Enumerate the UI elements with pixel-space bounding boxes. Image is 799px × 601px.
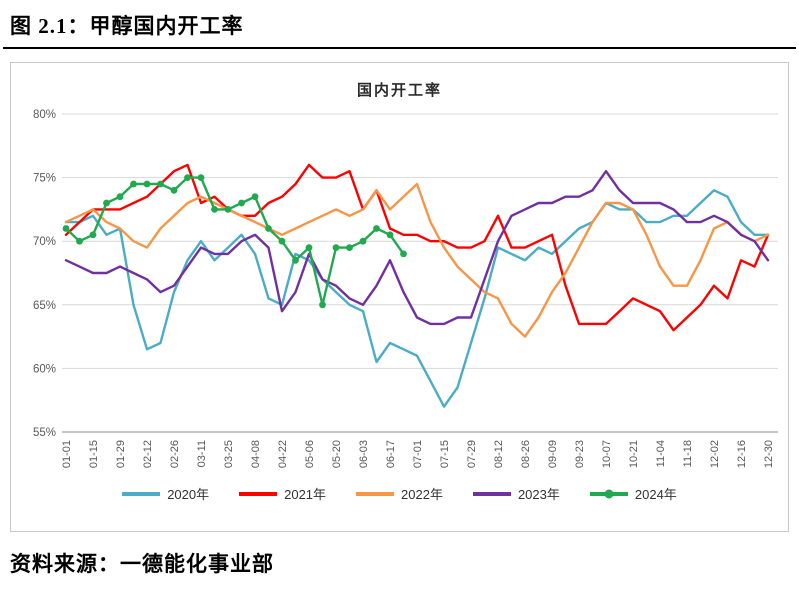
x-tick-label: 12-30 bbox=[763, 440, 775, 468]
x-tick-label: 02-26 bbox=[169, 440, 181, 468]
series-line-2 bbox=[64, 182, 769, 338]
series-marker-4 bbox=[332, 244, 339, 252]
series-marker-4 bbox=[210, 206, 218, 213]
series-line-3 bbox=[64, 169, 769, 326]
x-tick-label: 09-23 bbox=[574, 440, 586, 468]
legend-swatch-0 bbox=[122, 491, 161, 496]
legend-swatch-4 bbox=[589, 489, 628, 498]
series-marker-4 bbox=[264, 225, 272, 232]
x-tick-label: 01-15 bbox=[88, 440, 100, 468]
series-marker-4 bbox=[75, 237, 83, 245]
series-marker-4 bbox=[305, 244, 312, 252]
legend-label-0: 2020年 bbox=[167, 487, 210, 502]
x-tick-label: 04-08 bbox=[250, 440, 262, 468]
source-note: 资料来源：一德能化事业部 bbox=[10, 552, 274, 576]
series-line-0 bbox=[64, 189, 769, 408]
legend-item-4: 2024年 bbox=[589, 484, 677, 503]
title-divider bbox=[3, 47, 796, 49]
x-tick-label: 07-15 bbox=[439, 440, 451, 468]
series-marker-4 bbox=[359, 237, 366, 245]
figure-title: 图 2.1：甲醇国内开工率 bbox=[10, 14, 244, 38]
series-marker-4 bbox=[345, 244, 353, 252]
legend-label-1: 2021年 bbox=[284, 487, 327, 502]
legend-item-2: 2022年 bbox=[356, 484, 443, 503]
x-tick-label: 10-21 bbox=[628, 440, 640, 468]
legend-swatch-3 bbox=[472, 491, 511, 496]
legend-swatch-2 bbox=[356, 491, 395, 496]
x-tick-label: 03-25 bbox=[223, 440, 235, 468]
legend-item-0: 2020年 bbox=[122, 484, 209, 503]
series-marker-4 bbox=[291, 256, 299, 264]
x-tick-label: 10-07 bbox=[601, 440, 613, 468]
legend-label-4: 2024年 bbox=[634, 487, 677, 502]
series-marker-4 bbox=[89, 231, 96, 239]
series-marker-4 bbox=[143, 180, 150, 188]
x-tick-label: 01-01 bbox=[61, 440, 73, 468]
chart-title: 国内开工率 bbox=[356, 82, 442, 99]
legend-marker-dot bbox=[604, 489, 614, 498]
legend-label-2: 2022年 bbox=[401, 487, 443, 502]
legend-swatch-1 bbox=[239, 491, 278, 496]
series-marker-4 bbox=[197, 174, 204, 181]
series-marker-4 bbox=[170, 186, 177, 194]
x-tick-label: 07-29 bbox=[466, 440, 478, 468]
series-marker-4 bbox=[116, 193, 123, 201]
x-tick-label: 07-01 bbox=[412, 440, 424, 468]
series-marker-4 bbox=[156, 180, 164, 188]
x-tick-label: 12-16 bbox=[736, 440, 748, 468]
y-tick-label: 55% bbox=[32, 427, 55, 439]
series-marker-4 bbox=[372, 225, 380, 232]
series-marker-4 bbox=[129, 180, 137, 188]
x-tick-label: 06-03 bbox=[358, 440, 370, 468]
series-line-1 bbox=[64, 163, 769, 332]
series-marker-4 bbox=[251, 193, 258, 201]
x-tick-label: 05-20 bbox=[331, 440, 343, 468]
x-tick-label: 12-02 bbox=[709, 440, 721, 468]
x-tick-label: 04-22 bbox=[277, 440, 289, 468]
x-tick-label: 11-04 bbox=[655, 440, 667, 467]
x-tick-label: 06-17 bbox=[385, 440, 397, 468]
x-tick-label: 08-26 bbox=[520, 440, 532, 468]
series-marker-4 bbox=[62, 225, 69, 232]
x-tick-label: 11-18 bbox=[682, 440, 694, 467]
x-tick-label: 03-11 bbox=[196, 440, 208, 467]
y-tick-label: 65% bbox=[32, 300, 55, 312]
y-tick-label: 80% bbox=[32, 109, 55, 121]
series-marker-4 bbox=[224, 206, 231, 213]
x-tick-label: 09-09 bbox=[547, 440, 559, 468]
y-tick-label: 75% bbox=[32, 173, 55, 185]
x-tick-label: 05-06 bbox=[304, 440, 316, 468]
series-marker-4 bbox=[183, 174, 191, 181]
x-tick-label: 08-12 bbox=[493, 440, 505, 468]
x-tick-label: 01-29 bbox=[115, 440, 127, 468]
y-tick-label: 70% bbox=[32, 236, 55, 248]
x-tick-label: 02-12 bbox=[142, 440, 154, 468]
chart-legend: 2020年 2021年 2022年 2023年 2024年 bbox=[11, 484, 788, 503]
legend-item-3: 2023年 bbox=[472, 484, 560, 503]
series-marker-4 bbox=[399, 250, 407, 258]
series-marker-4 bbox=[237, 199, 245, 207]
y-tick-label: 60% bbox=[32, 363, 55, 375]
chart-panel: 国内开工率 55% 60% 65% 70% 75% 80% 01-01 01-15 01-29 0… bbox=[10, 62, 789, 532]
legend-label-3: 2023年 bbox=[517, 487, 560, 502]
line-chart: 55% 60% 65% 70% 75% 80% 01-01 01-15 01-29 02-12 02… bbox=[32, 109, 778, 468]
series-marker-4 bbox=[318, 301, 326, 309]
series-marker-4 bbox=[386, 231, 393, 239]
series-marker-4 bbox=[278, 237, 285, 245]
legend-item-1: 2021年 bbox=[239, 484, 326, 503]
series-marker-4 bbox=[102, 199, 110, 207]
